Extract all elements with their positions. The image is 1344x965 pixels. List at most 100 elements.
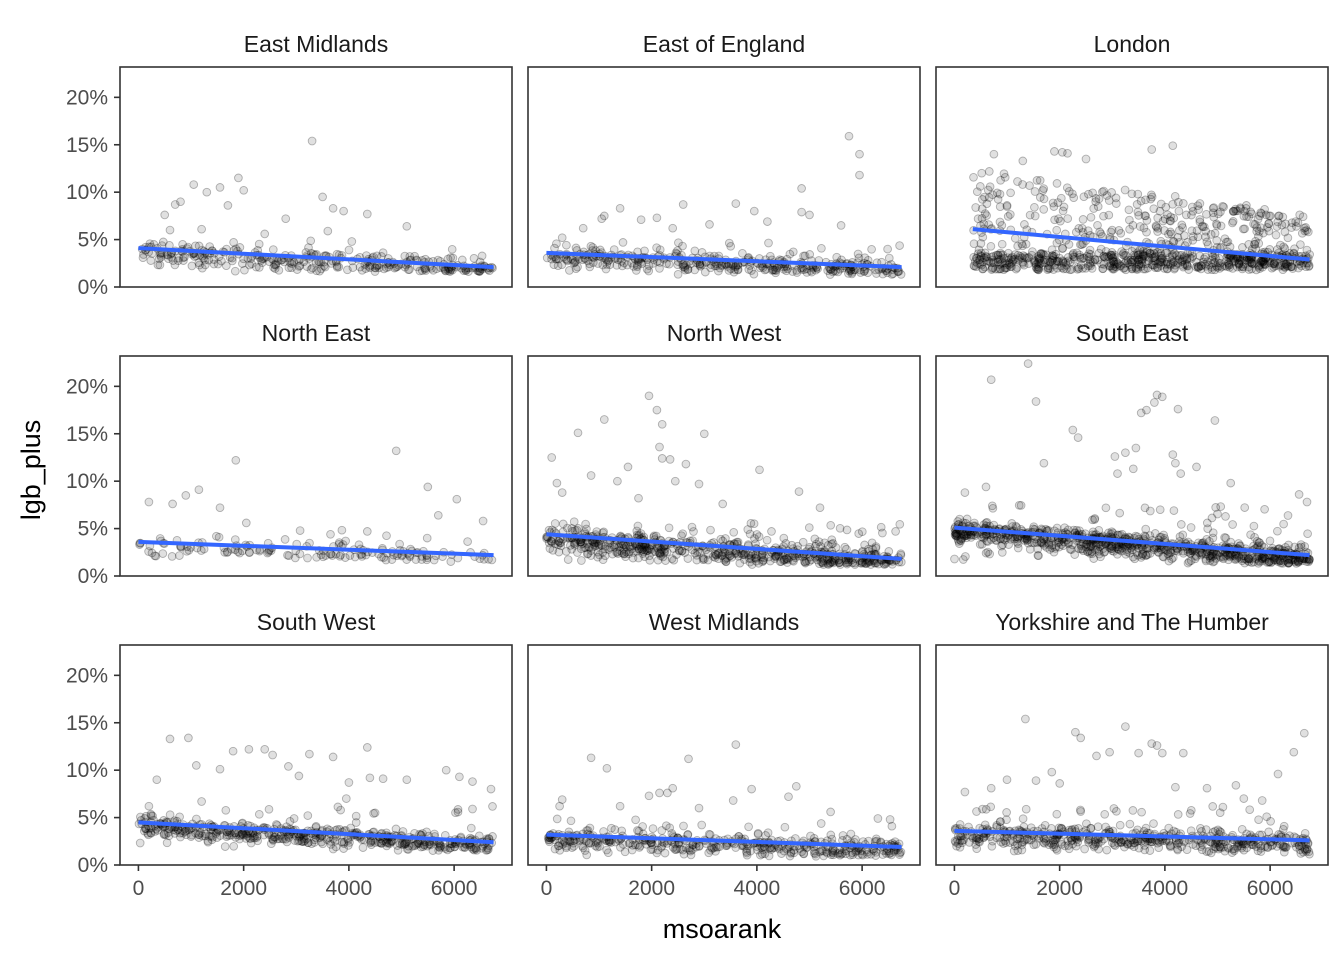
data-point — [468, 844, 478, 854]
data-point — [1109, 264, 1119, 274]
data-point — [1244, 554, 1254, 564]
data-point — [202, 187, 212, 197]
data-point — [1239, 224, 1248, 234]
data-point — [698, 553, 708, 563]
data-point — [1251, 244, 1261, 254]
data-point — [563, 255, 572, 265]
data-point — [1159, 257, 1169, 266]
data-point — [1140, 211, 1150, 221]
data-point — [1102, 251, 1112, 261]
data-point — [1060, 523, 1069, 533]
data-point — [395, 839, 405, 849]
data-point — [341, 794, 351, 803]
data-point — [980, 248, 990, 258]
data-point — [1099, 260, 1109, 269]
data-point — [422, 827, 431, 837]
panel-border — [935, 355, 1329, 577]
data-point — [1093, 255, 1103, 265]
data-point — [245, 547, 254, 557]
data-point — [1136, 408, 1146, 418]
data-point — [1203, 257, 1212, 267]
data-point — [1254, 815, 1263, 825]
data-point — [1228, 264, 1238, 273]
data-point — [711, 550, 721, 560]
data-point — [1096, 552, 1105, 562]
data-point — [829, 266, 839, 275]
data-point — [1000, 172, 1010, 182]
data-point — [1302, 226, 1312, 235]
data-point — [204, 255, 214, 265]
data-point — [984, 256, 994, 266]
data-point — [1138, 254, 1147, 264]
data-point — [382, 531, 391, 541]
data-point — [780, 822, 790, 832]
data-point — [1073, 433, 1083, 442]
data-point — [178, 253, 188, 263]
data-point — [1297, 556, 1307, 566]
data-point — [731, 262, 740, 272]
data-point — [1090, 254, 1100, 264]
data-point — [640, 545, 650, 555]
data-point — [605, 260, 615, 270]
data-point — [632, 546, 642, 556]
data-point — [1150, 398, 1159, 407]
data-point — [1029, 538, 1039, 547]
data-point — [801, 557, 810, 567]
data-point — [878, 269, 888, 279]
data-point — [1120, 251, 1129, 260]
data-point — [303, 811, 313, 820]
data-point — [970, 257, 980, 266]
facet-title: North East — [262, 320, 371, 346]
data-point — [1173, 259, 1183, 268]
data-point — [858, 558, 868, 567]
data-point — [399, 840, 409, 849]
y-tick-label: 15% — [66, 712, 108, 735]
data-point — [816, 819, 826, 828]
data-point — [1225, 552, 1235, 562]
data-point — [200, 260, 210, 270]
data-point — [823, 555, 833, 565]
data-point — [1187, 210, 1196, 220]
data-point — [581, 519, 590, 529]
data-point — [1012, 537, 1022, 547]
data-point — [318, 192, 327, 202]
data-point — [1023, 535, 1032, 545]
x-tick-label: 6000 — [431, 877, 478, 900]
data-point — [749, 519, 759, 529]
data-point — [1029, 255, 1039, 265]
data-point — [1111, 542, 1121, 552]
data-point — [1250, 240, 1260, 249]
data-point — [1113, 258, 1123, 268]
data-point — [978, 264, 987, 274]
data-point — [212, 833, 222, 842]
data-point — [747, 784, 756, 794]
data-point — [1302, 557, 1311, 566]
x-tick-label: 0 — [949, 877, 961, 900]
data-point — [1257, 256, 1266, 266]
data-point — [1219, 554, 1228, 564]
data-point — [1240, 551, 1249, 561]
data-point — [1249, 219, 1258, 229]
data-point — [646, 845, 656, 855]
data-point — [739, 550, 749, 560]
data-point — [566, 541, 575, 550]
data-point — [1047, 543, 1057, 553]
data-point — [1069, 193, 1079, 203]
data-point — [601, 264, 611, 274]
data-point — [807, 267, 817, 277]
data-point — [340, 553, 350, 562]
data-point — [283, 550, 292, 560]
data-point — [1201, 232, 1210, 242]
data-point — [1145, 549, 1155, 558]
data-point — [1170, 191, 1180, 201]
data-point — [585, 259, 594, 269]
data-point — [982, 211, 991, 220]
data-point — [624, 549, 633, 559]
data-point — [1094, 549, 1104, 559]
data-point — [1245, 554, 1255, 563]
data-point — [593, 838, 603, 848]
data-point — [1098, 544, 1108, 553]
data-point — [1182, 255, 1192, 265]
data-point — [1074, 544, 1083, 553]
data-point — [1240, 259, 1249, 269]
